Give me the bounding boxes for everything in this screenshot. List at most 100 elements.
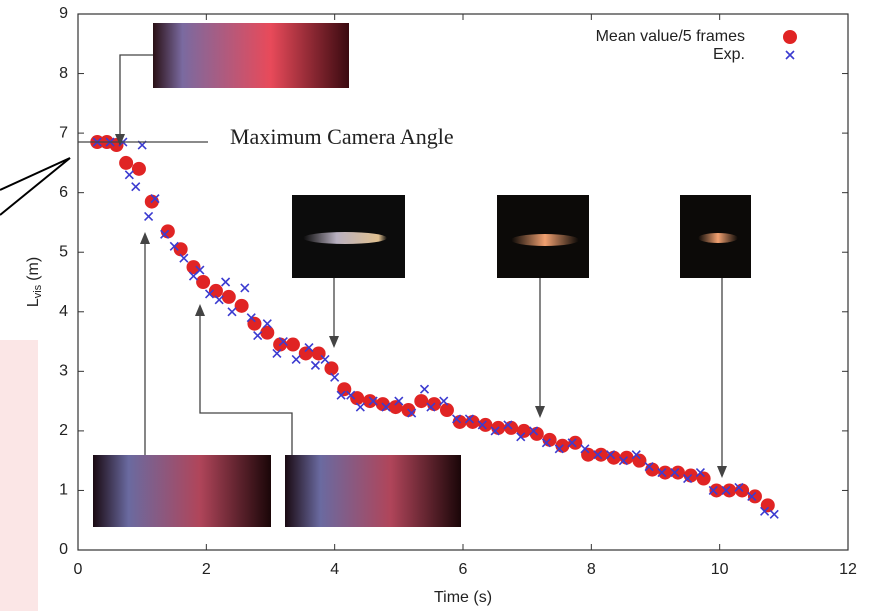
data-point (683, 473, 693, 484)
data-point (227, 307, 237, 317)
arrow-head (115, 134, 125, 146)
x-tick-label: 2 (202, 561, 211, 578)
x-tick-label: 8 (587, 561, 596, 578)
data-point (298, 346, 313, 361)
data-point (208, 283, 223, 298)
data-point (253, 331, 263, 341)
data-point (124, 170, 134, 180)
data-point (388, 400, 403, 415)
inset-image (153, 23, 349, 88)
insets (93, 23, 751, 527)
data-point (618, 456, 628, 466)
inset-flame (303, 232, 387, 244)
y-tick-label: 8 (59, 65, 68, 82)
data-point (644, 462, 654, 472)
data-point (747, 489, 762, 504)
arrow (119, 54, 153, 138)
data-point (119, 155, 134, 170)
data-point (541, 438, 551, 448)
data-point (144, 211, 154, 222)
data-point (346, 390, 356, 400)
data-point (355, 402, 365, 412)
data-point (708, 485, 718, 496)
data-point (204, 289, 215, 299)
data-point (477, 420, 487, 430)
data-point (657, 468, 667, 478)
data-point (381, 402, 391, 412)
y-label-sub: vis (32, 284, 44, 298)
data-point (169, 241, 179, 251)
y-tick-label: 7 (59, 124, 68, 141)
data-point (262, 319, 272, 329)
legend-marker (785, 50, 795, 60)
data-point (150, 194, 160, 204)
legend-label: Mean value/5 frames (596, 28, 745, 45)
data-point (260, 325, 275, 340)
inset-flame (511, 234, 579, 246)
data-point (670, 468, 680, 478)
inset-image (93, 455, 271, 527)
y-tick-label: 9 (59, 5, 68, 22)
arrows (0, 54, 723, 470)
y-tick-label: 1 (59, 482, 68, 499)
data-point (195, 265, 205, 275)
data-point (529, 426, 539, 436)
data-point (368, 396, 378, 406)
data-point (581, 447, 596, 462)
data-point (304, 342, 314, 353)
arrow-head (717, 466, 727, 478)
data-point (186, 260, 201, 275)
data-point (179, 253, 189, 263)
inset-image (285, 455, 461, 527)
legend-label: Exp. (713, 46, 745, 63)
data-point (407, 408, 417, 418)
data-point (516, 423, 531, 438)
data-point (426, 402, 436, 412)
data-point (131, 182, 141, 192)
data-point (567, 438, 577, 448)
y-tick-label: 3 (59, 363, 68, 380)
data-point (503, 420, 513, 430)
arrow-heads (115, 134, 727, 478)
data-point (721, 485, 731, 496)
data-point (272, 348, 282, 359)
y-tick-label: 6 (59, 184, 68, 201)
arrow-head (535, 406, 545, 418)
y-label-main: L (25, 298, 42, 307)
data-point (631, 450, 641, 460)
x-tick-label: 0 (74, 561, 83, 578)
data-point (760, 498, 775, 513)
data-point (419, 384, 430, 394)
data-point (278, 336, 288, 347)
data-point (234, 298, 249, 313)
x-tick-label: 4 (330, 561, 339, 578)
arrow-head (195, 304, 205, 316)
y-axis-label: Lvis (m) (25, 257, 44, 307)
data-point (769, 509, 779, 519)
data-point (695, 468, 705, 478)
camera-bracket (0, 157, 71, 216)
data-point (747, 491, 757, 501)
data-point (131, 161, 146, 176)
data-point (722, 483, 737, 498)
y-tick-label: 4 (59, 303, 68, 320)
y-label-unit: (m) (25, 257, 42, 281)
arrow (199, 312, 293, 455)
data-point (160, 229, 170, 239)
data-point (439, 396, 449, 406)
data-point (760, 506, 770, 516)
data-point (221, 277, 231, 287)
data-point (464, 414, 474, 424)
data-point (285, 337, 300, 352)
data-point (414, 394, 429, 409)
background-tint (0, 340, 38, 611)
data-point (196, 275, 211, 289)
data-point (606, 450, 616, 460)
data-point (696, 471, 711, 486)
data-point (568, 435, 583, 450)
arrow-head (329, 336, 339, 348)
x-tick-label: 12 (839, 561, 857, 578)
data-point (247, 316, 262, 331)
